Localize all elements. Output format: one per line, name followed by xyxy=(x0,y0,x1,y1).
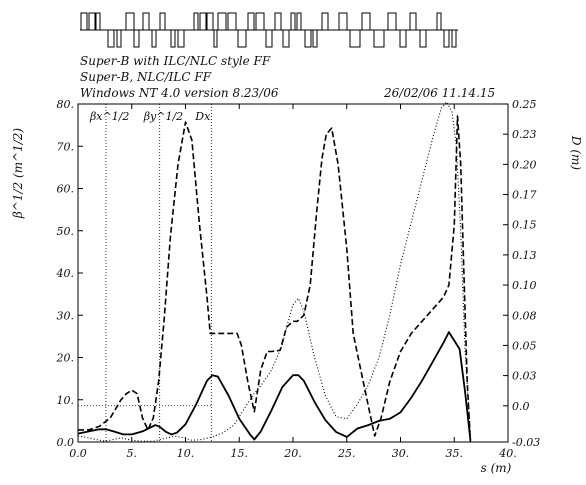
y-left-tick-label: 60. xyxy=(57,183,75,196)
magnet-block xyxy=(213,29,218,48)
y-right-tick-label: 0.13 xyxy=(512,249,537,262)
magnet-block xyxy=(399,29,407,48)
magnet-block xyxy=(436,12,442,31)
magnet-block xyxy=(206,12,214,31)
magnet-block xyxy=(107,29,115,48)
magnet-block xyxy=(373,29,385,48)
magnet-block xyxy=(361,12,371,31)
magnet-block xyxy=(116,29,122,48)
magnet-block xyxy=(159,12,166,31)
magnet-block xyxy=(451,29,457,48)
magnet-block xyxy=(125,12,135,31)
y-left-tick-label: 70. xyxy=(57,140,75,153)
y-left-tick-label: 20. xyxy=(56,352,75,365)
header-line-3: Windows NT 4.0 version 8.23/06 xyxy=(80,86,279,100)
y-right-tick-label: 0.20 xyxy=(512,158,537,171)
y-right-tick-label: -0.03 xyxy=(512,436,540,449)
x-tick-label: 35. xyxy=(446,447,464,460)
x-tick-label: 20. xyxy=(283,447,302,460)
y-right-tick-label: 0.05 xyxy=(512,339,537,352)
magnet-block xyxy=(247,12,255,31)
y-right-tick-label: 0.08 xyxy=(512,309,537,322)
series-group xyxy=(77,101,472,443)
magnet-block xyxy=(170,29,176,48)
y-left-tick-label: 0.0 xyxy=(57,436,75,449)
magnet-block xyxy=(290,12,296,31)
magnet-block xyxy=(282,29,290,48)
header-datetime: 26/02/06 11.14.15 xyxy=(384,86,496,100)
y-right-axis-label: D (m) xyxy=(569,135,583,170)
series-line-3 xyxy=(78,115,472,443)
x-tick-label: 40. xyxy=(498,447,517,460)
magnet-block xyxy=(255,12,265,31)
y-right-tick-label: 0.23 xyxy=(512,128,537,141)
magnet-block xyxy=(443,29,450,48)
x-tick-label: 10. xyxy=(177,447,195,460)
series-line-1 xyxy=(77,331,472,441)
magnet-block xyxy=(349,29,361,48)
series-line-2 xyxy=(77,101,471,442)
magnet-block xyxy=(312,29,318,48)
y-left-tick-label: 10. xyxy=(57,394,75,407)
magnet-block xyxy=(133,29,140,48)
magnet-block xyxy=(193,12,199,31)
magnet-block xyxy=(142,12,150,31)
header-line-2: Super-B, NLC/ILC FF xyxy=(80,70,212,84)
magnet-block xyxy=(217,12,227,31)
y-right-tick-label: 0.25 xyxy=(512,98,537,111)
magnet-block xyxy=(237,29,247,48)
magnet-block xyxy=(80,12,88,31)
magnet-block xyxy=(321,12,329,31)
header-line-1: Super-B with ILC/NLC style FF xyxy=(80,54,271,68)
marker-lines: βx^1/2 βy^1/2 Dx xyxy=(78,104,212,442)
magnet-lattice-strip xyxy=(80,12,458,48)
marker-label: Dx xyxy=(194,110,211,123)
y-right-tick-label: 0.03 xyxy=(512,370,537,383)
x-tick-label: 0.0 xyxy=(69,447,87,460)
y-left-tick-label: 50. xyxy=(57,225,75,238)
y-right-tick-label: 0.17 xyxy=(512,189,537,202)
x-axis-label: s (m) xyxy=(481,461,512,475)
magnet-block xyxy=(296,12,302,31)
y-left-tick-label: 30. xyxy=(57,309,75,322)
magnet-block xyxy=(151,29,157,48)
magnet-block xyxy=(88,12,96,31)
marker-label: βy^1/2 xyxy=(143,110,184,123)
magnet-block xyxy=(177,29,185,48)
magnet-block xyxy=(199,12,207,31)
plot-frame-rect xyxy=(77,103,509,443)
y-right-tick-label: 0.10 xyxy=(512,279,537,292)
magnet-block xyxy=(419,29,427,48)
x-tick-label: 15. xyxy=(231,447,249,460)
y-left-tick-label: 40. xyxy=(56,267,75,280)
magnet-block xyxy=(387,12,397,31)
y-right-tick-label: 0.15 xyxy=(512,219,537,232)
magnet-block xyxy=(227,12,237,31)
y-left-axis-label: β^1/2 (m^1/2) xyxy=(11,128,25,220)
x-tick-label: 30. xyxy=(392,447,410,460)
plot-frame xyxy=(77,103,509,443)
axis-ticks: 0.0 5. 10. 15. 20. 25. 30. 35. 40. 0.0 10. 20. 30. 40… xyxy=(56,98,541,460)
magnet-block xyxy=(338,12,348,31)
x-tick-label: 25. xyxy=(337,447,356,460)
marker-label: βx^1/2 xyxy=(89,110,129,123)
magnet-block xyxy=(409,12,417,31)
magnet-block xyxy=(304,29,312,48)
axis-labels: s (m) β^1/2 (m^1/2) D (m) xyxy=(11,128,583,475)
y-left-tick-label: 80. xyxy=(57,98,75,111)
x-tick-label: 5. xyxy=(127,447,138,460)
magnet-block xyxy=(274,12,282,31)
magnet-block xyxy=(95,12,101,31)
magnet-block xyxy=(265,29,273,48)
y-right-tick-label: 0.0 xyxy=(512,400,530,413)
